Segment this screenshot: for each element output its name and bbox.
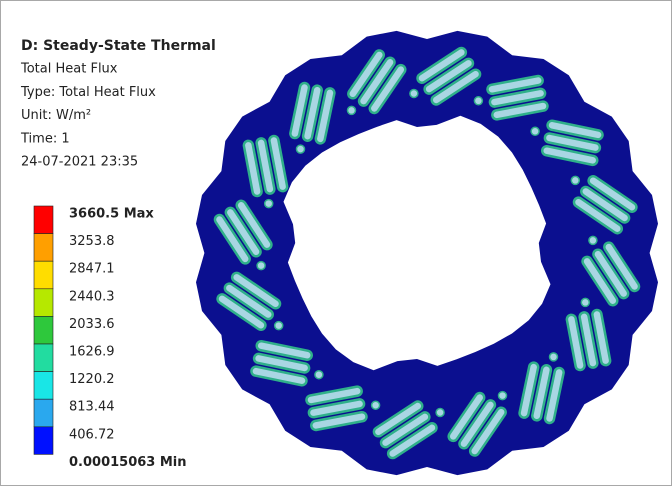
color-legend: 3660.5 Max 3253.8 2847.1 2440.3 2033.6 1626.9… — [34, 206, 187, 470]
legend-swatch — [34, 399, 53, 427]
legend-label: 2033.6 — [69, 317, 115, 332]
legend-swatch — [34, 289, 53, 317]
legend-swatch — [34, 372, 53, 400]
cooling-hole — [581, 298, 589, 306]
legend-swatch — [34, 316, 53, 344]
screenshot: D: Steady-State Thermal Total Heat FluxT… — [0, 0, 672, 486]
cooling-hole — [571, 176, 579, 184]
cooling-hole — [550, 353, 558, 361]
cooling-hole — [265, 200, 273, 208]
cooling-hole — [531, 127, 539, 135]
cooling-hole — [410, 90, 418, 98]
legend-swatch — [34, 344, 53, 372]
info-line: 24-07-2021 23:35 — [21, 155, 138, 170]
cooling-hole — [436, 409, 444, 417]
cooling-hole — [372, 401, 380, 409]
cooling-hole — [315, 371, 323, 379]
info-line: Type: Total Heat Flux — [20, 85, 156, 100]
legend-swatch — [34, 206, 53, 234]
result-info: Total Heat Flux Type: Total Heat Flux Unit… — [20, 62, 156, 170]
stator-model — [196, 31, 658, 475]
legend-swatch — [34, 261, 53, 289]
legend-label: 3253.8 — [69, 234, 115, 249]
cooling-hole — [589, 236, 597, 244]
info-line: Time: 1 — [20, 131, 70, 146]
info-line: Unit: W/m² — [21, 108, 91, 123]
legend-label: 406.72 — [69, 427, 115, 442]
stator-bore — [284, 116, 551, 370]
legend-label: 2847.1 — [69, 262, 115, 277]
result-title: D: Steady-State Thermal — [21, 38, 216, 54]
legend-swatch — [34, 234, 53, 262]
legend-label: 0.00015063 Min — [69, 455, 187, 470]
viewport: D: Steady-State Thermal Total Heat FluxT… — [1, 1, 671, 485]
legend-label: 813.44 — [69, 400, 115, 415]
legend-label: 1220.2 — [69, 372, 115, 387]
cooling-hole — [297, 145, 305, 153]
legend-label: 3660.5 Max — [69, 207, 154, 222]
cooling-hole — [257, 262, 265, 270]
cooling-hole — [275, 322, 283, 330]
legend-label: 1626.9 — [69, 345, 115, 360]
legend-swatch — [34, 427, 53, 455]
cooling-hole — [348, 106, 356, 114]
cooling-hole — [474, 97, 482, 105]
legend-label: 2440.3 — [69, 289, 115, 304]
info-line: Total Heat Flux — [20, 62, 118, 77]
cooling-hole — [499, 392, 507, 400]
